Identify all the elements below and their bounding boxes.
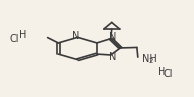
Text: N: N bbox=[109, 52, 116, 62]
Text: NH: NH bbox=[142, 54, 156, 64]
Text: H: H bbox=[19, 30, 26, 40]
Text: N: N bbox=[109, 32, 116, 42]
Text: N: N bbox=[72, 31, 79, 41]
Text: 2: 2 bbox=[148, 58, 153, 64]
Text: Cl: Cl bbox=[10, 34, 19, 44]
Text: H: H bbox=[158, 67, 166, 77]
Text: Cl: Cl bbox=[164, 69, 173, 79]
